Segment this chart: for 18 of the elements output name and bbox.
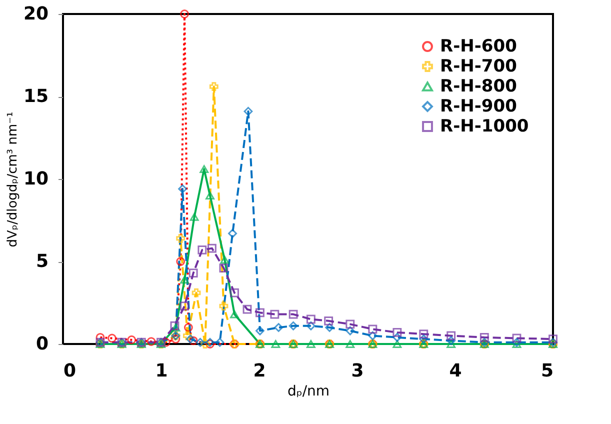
y-tick-label: 0	[36, 334, 48, 354]
legend-label: R-H-800	[440, 76, 518, 96]
legend-label: R-H-900	[440, 96, 518, 116]
x-tick-label: 5	[540, 360, 554, 382]
y-tick-label: 20	[23, 4, 48, 24]
x-tick-label: 0	[64, 360, 76, 382]
legend-label: R-H-1000	[440, 116, 529, 136]
y-tick-label: 5	[36, 251, 48, 272]
x-tick-label: 4	[449, 360, 462, 382]
x-axis-title: dₚ/nm	[287, 384, 330, 400]
legend-label: R-H-700	[440, 56, 518, 76]
x-tick-label: 3	[351, 360, 364, 382]
x-tick-label: 2	[253, 360, 266, 382]
y-axis-title: dVₚ/dlogdₚ/cm³ nm⁻¹	[5, 112, 20, 248]
y-tick-label: 10	[23, 168, 48, 190]
x-tick-label: 1	[155, 360, 168, 382]
legend-label: R-H-600	[440, 36, 518, 56]
y-tick-label: 15	[23, 86, 48, 107]
